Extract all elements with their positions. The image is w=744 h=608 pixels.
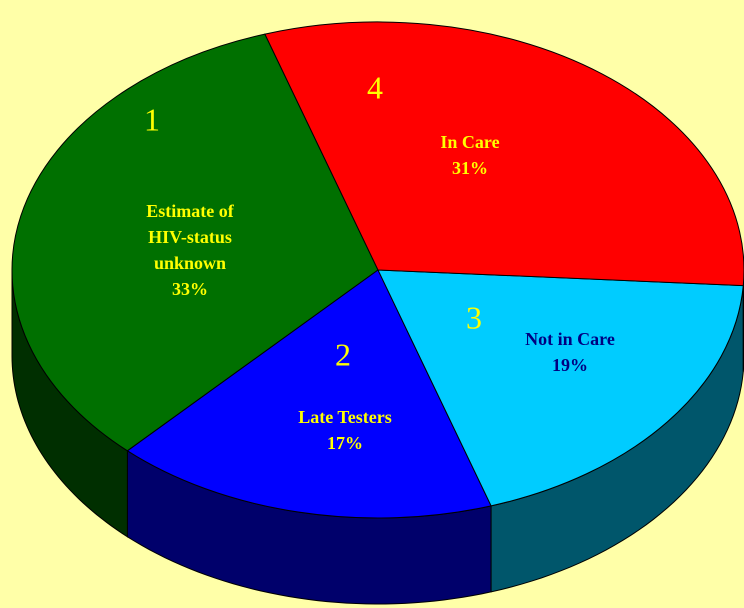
- category-label: Not in Care: [525, 329, 615, 349]
- slice-label: Not in Care 19%: [505, 326, 635, 378]
- value-label: 33%: [172, 279, 208, 299]
- value-label: 19%: [552, 355, 588, 375]
- slice-label: Late Testers 17%: [280, 404, 410, 456]
- category-label: Late Testers: [298, 407, 392, 427]
- slice: [126, 269, 492, 519]
- slice-label: Estimate of HIV-status unknown 33%: [125, 198, 255, 302]
- slice-number: 1: [144, 101, 160, 138]
- slice: [264, 21, 744, 287]
- category-label: In Care: [440, 132, 500, 152]
- value-label: 31%: [452, 158, 488, 178]
- slice: [377, 269, 744, 507]
- slice-number: 3: [466, 299, 482, 336]
- category-label: Estimate of HIV-status unknown: [146, 201, 234, 273]
- value-label: 17%: [327, 433, 363, 453]
- slice-number: 2: [335, 336, 351, 373]
- slice: [11, 33, 379, 452]
- slice-number: 4: [367, 69, 383, 106]
- slice-label: In Care 31%: [405, 129, 535, 181]
